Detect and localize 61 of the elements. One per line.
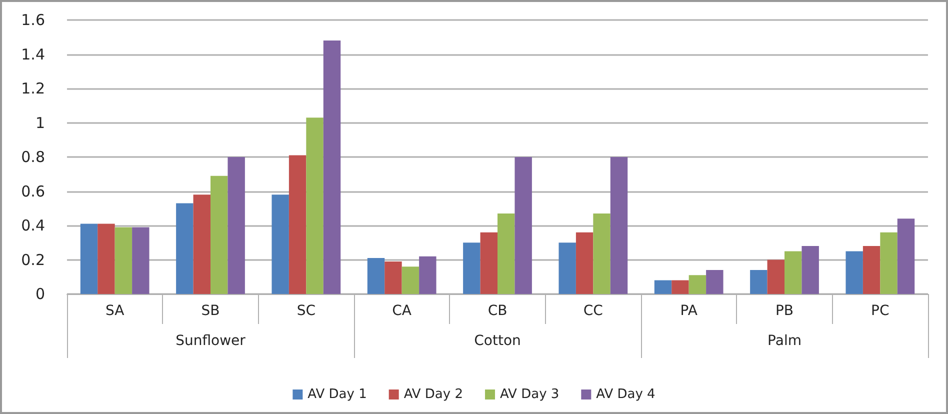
bar <box>767 260 784 294</box>
bar <box>897 218 915 294</box>
bar <box>480 232 498 294</box>
bar <box>419 256 436 294</box>
bar <box>784 251 802 294</box>
bar <box>802 246 819 294</box>
x-tick-label: CC <box>583 303 604 319</box>
bar <box>288 155 306 294</box>
bar <box>402 266 420 294</box>
bar <box>654 280 672 294</box>
legend-label: AV Day 2 <box>404 387 464 402</box>
x-tick-label: CB <box>488 303 508 319</box>
y-tick-label: 0.8 <box>21 148 45 166</box>
bar <box>672 280 689 294</box>
y-tick-label: 0.6 <box>21 182 45 200</box>
bar <box>688 275 706 294</box>
bar <box>514 157 532 294</box>
bar <box>80 224 98 294</box>
x-tick-label: CA <box>392 303 412 319</box>
bar <box>384 261 402 294</box>
x-tick-label: PB <box>775 303 794 319</box>
bar <box>558 242 576 294</box>
x-tick-label: SC <box>296 303 316 319</box>
bar <box>176 203 194 294</box>
bar <box>862 246 880 294</box>
legend-label: AV Day 3 <box>500 387 560 402</box>
legend-label: AV Day 4 <box>596 387 656 402</box>
bar <box>272 194 289 294</box>
bar <box>98 224 115 294</box>
x-tick-label: SA <box>105 303 125 319</box>
y-tick-label: 0 <box>35 285 45 303</box>
y-tick-label: 0.4 <box>21 216 45 234</box>
bar <box>593 214 610 294</box>
text: Cotton <box>474 333 521 349</box>
bar <box>576 232 594 294</box>
text: Palm <box>768 333 802 349</box>
y-tick-label: 1 <box>35 114 45 132</box>
bar <box>323 40 341 294</box>
bar <box>114 227 132 294</box>
bar <box>846 251 863 294</box>
bar <box>498 214 515 294</box>
x-tick-label: SB <box>201 303 220 319</box>
bar <box>610 157 628 294</box>
bar <box>132 227 150 294</box>
bar <box>706 270 724 294</box>
text: Sunflower <box>176 333 246 349</box>
y-tick-label: 1.4 <box>21 45 45 64</box>
bar <box>880 232 898 294</box>
y-tick-label: 0.2 <box>21 250 45 269</box>
bar <box>367 258 385 294</box>
y-tick-label: 1.6 <box>21 11 45 29</box>
legend-label: AV Day 1 <box>308 387 367 402</box>
y-tick-label: 1.2 <box>21 80 45 98</box>
bar <box>228 157 245 294</box>
x-tick-label: PA <box>680 303 698 319</box>
bar <box>463 242 480 294</box>
bar <box>306 118 324 294</box>
bar <box>210 176 228 294</box>
bar <box>750 270 768 294</box>
x-tick-label: PC <box>871 303 890 319</box>
bar <box>193 194 210 294</box>
